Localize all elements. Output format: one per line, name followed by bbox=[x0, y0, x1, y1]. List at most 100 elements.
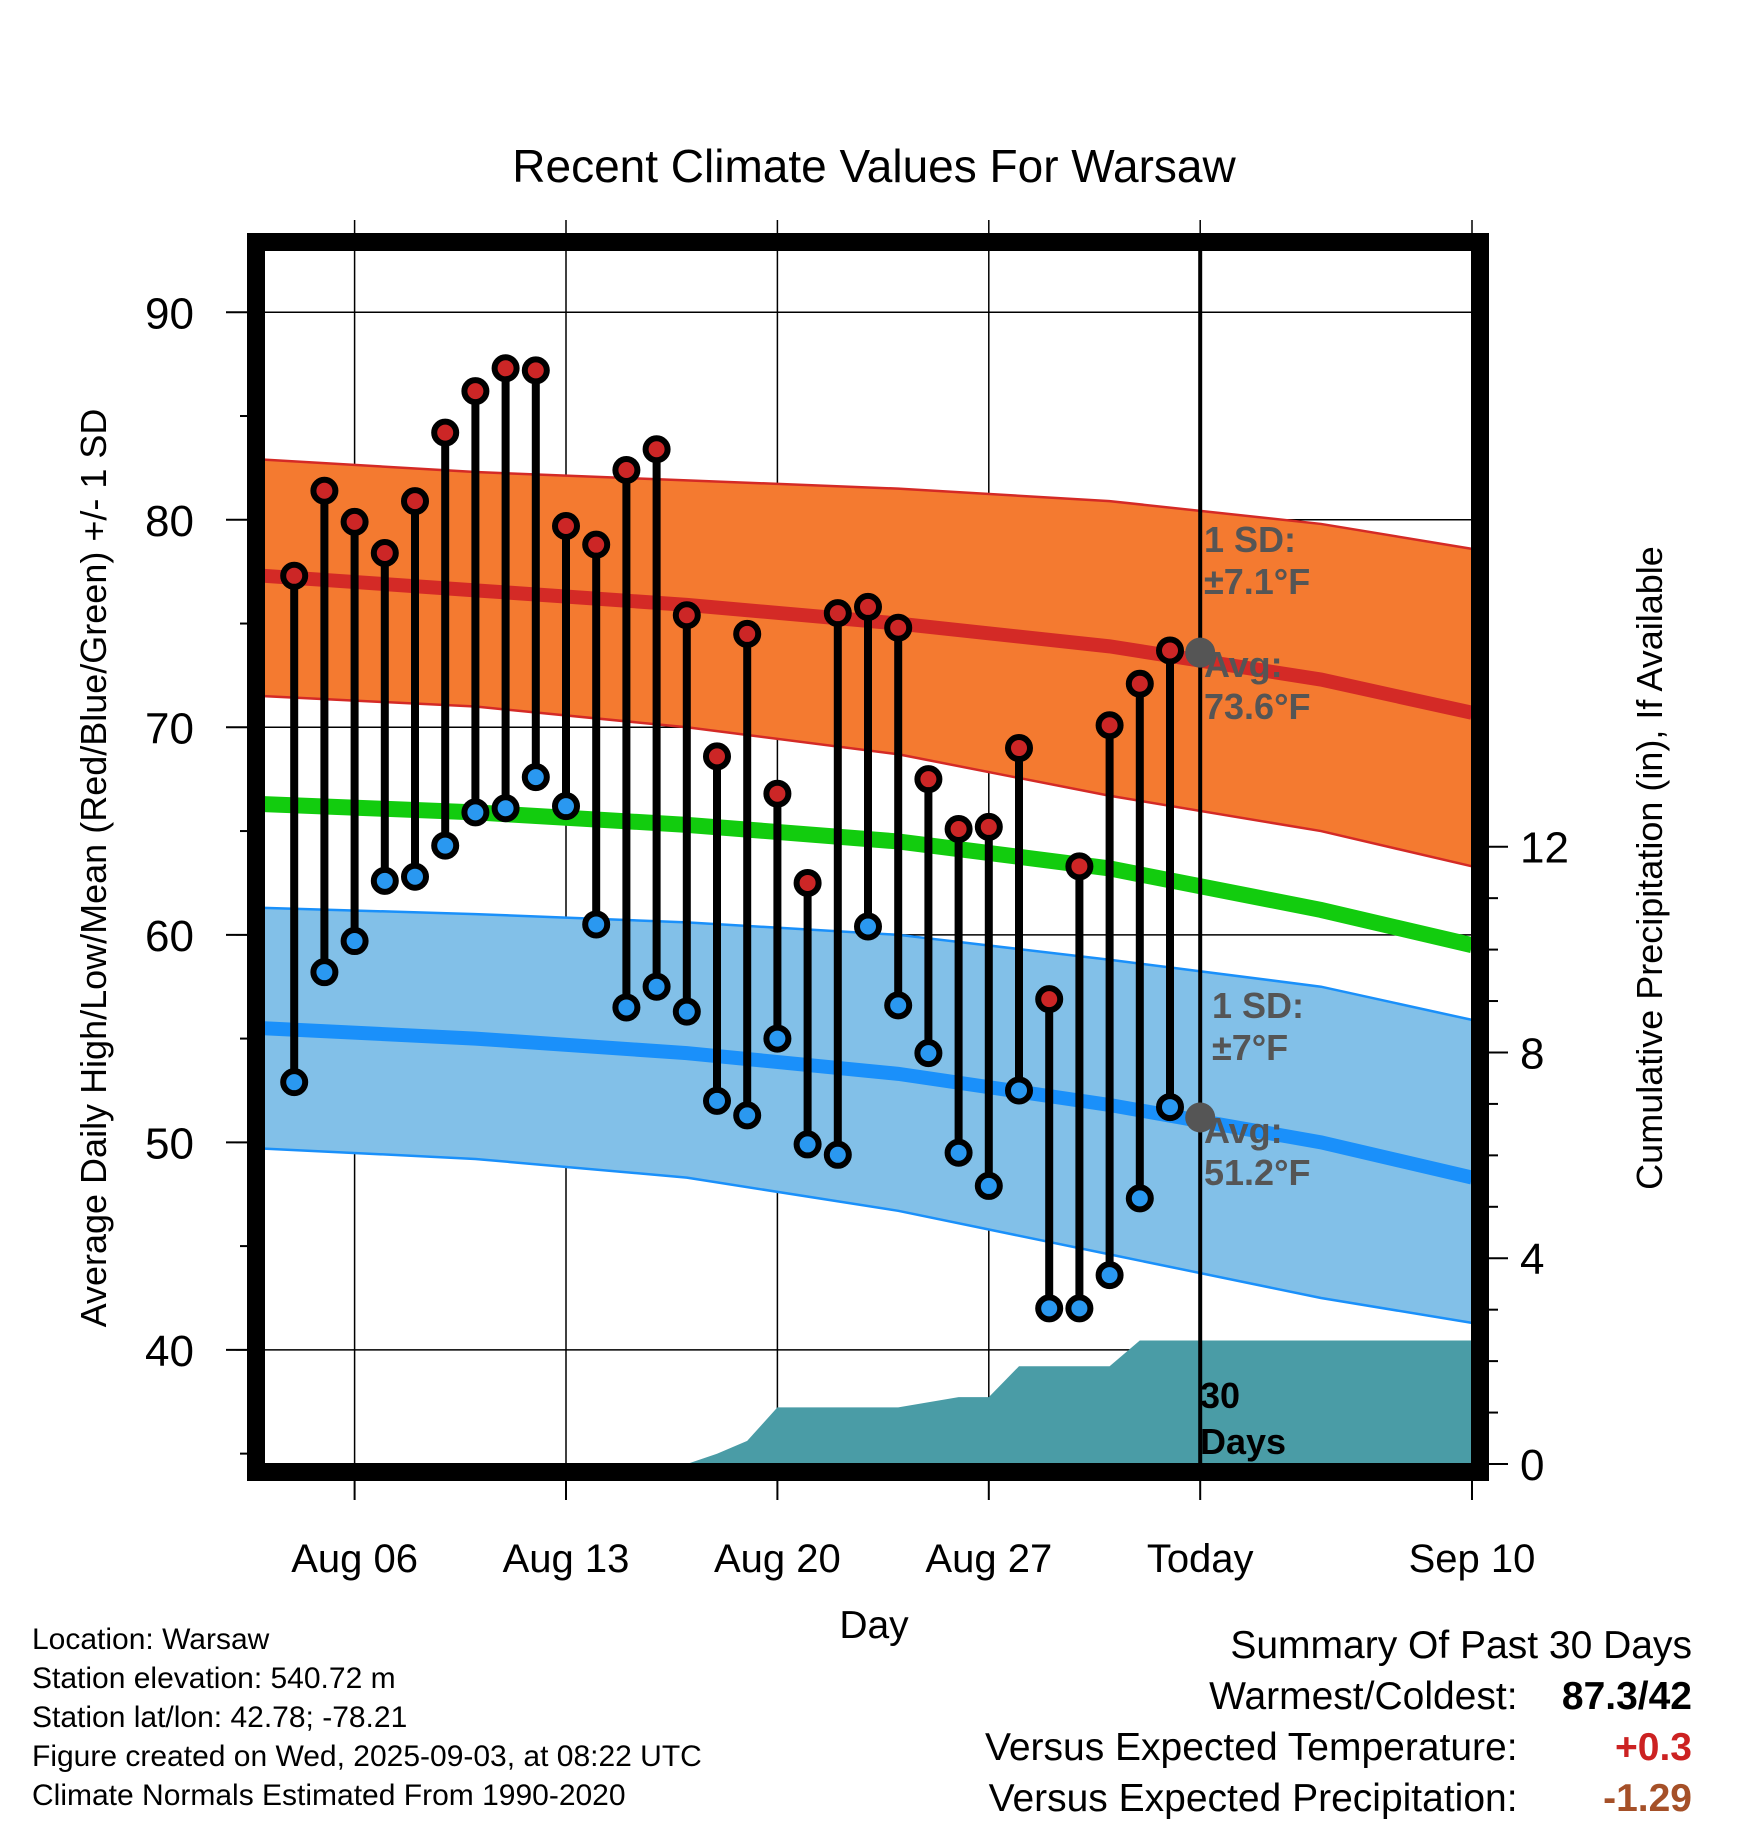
observed-high-point bbox=[974, 812, 1003, 841]
warmest-value: 87.3/42 bbox=[1561, 1675, 1692, 1718]
x-tick-label: Aug 13 bbox=[503, 1537, 630, 1581]
x-tick-label: Sep 10 bbox=[1409, 1537, 1536, 1581]
observed-low-point bbox=[1065, 1294, 1094, 1323]
y-tick-label: 70 bbox=[145, 704, 194, 753]
observed-low-point bbox=[310, 958, 339, 987]
observed-high-point bbox=[521, 356, 550, 385]
observed-low-point bbox=[672, 997, 701, 1026]
latlon-text: Station lat/lon: 42.78; -78.21 bbox=[32, 1701, 408, 1734]
observed-low-point bbox=[642, 972, 671, 1001]
temp-delta-label: Versus Expected Temperature: bbox=[984, 1726, 1518, 1769]
observed-high-point bbox=[944, 814, 973, 843]
location-text: Location: Warsaw bbox=[32, 1623, 270, 1656]
observed-low-point bbox=[884, 991, 913, 1020]
high-sd-annotation: 1 SD: ±7.1°F bbox=[1204, 519, 1310, 602]
observed-low-point bbox=[340, 927, 369, 956]
observed-low-point bbox=[1035, 1294, 1064, 1323]
observed-high-point bbox=[310, 476, 339, 505]
summary-title: Summary Of Past 30 Days bbox=[1230, 1624, 1692, 1667]
observed-low-point bbox=[733, 1101, 762, 1130]
x-axis-label: Day bbox=[839, 1604, 909, 1647]
observed-high-point bbox=[823, 599, 852, 628]
y-axis-label: Average Daily High/Low/Mean (Red/Blue/Gr… bbox=[73, 409, 114, 1328]
observed-high-point bbox=[612, 455, 641, 484]
observed-low-point bbox=[703, 1086, 731, 1115]
observed-high-point bbox=[401, 487, 429, 516]
observed-low-point bbox=[401, 862, 429, 891]
observed-low-point bbox=[974, 1171, 1003, 1200]
observed-low-point bbox=[1125, 1184, 1154, 1213]
y-tick-label: 90 bbox=[145, 289, 194, 338]
precip-delta-row: Versus Expected Precipitation: -1.29 bbox=[985, 1773, 1692, 1824]
y2-tick-label: 12 bbox=[1520, 824, 1569, 873]
low-avg-line bbox=[263, 1021, 1474, 1185]
plot-frame bbox=[247, 233, 1489, 1481]
x-tick-label: Aug 27 bbox=[925, 1537, 1052, 1581]
observed-low-point bbox=[1095, 1261, 1124, 1290]
observed-high-point bbox=[1156, 636, 1184, 665]
observed-low-point bbox=[612, 993, 641, 1022]
observed-high-point bbox=[793, 868, 822, 897]
elevation-text: Station elevation: 540.72 m bbox=[32, 1662, 396, 1695]
observed-low-point bbox=[1156, 1093, 1184, 1122]
observed-high-point bbox=[491, 354, 520, 383]
observed-low-point bbox=[280, 1068, 309, 1097]
normals-text: Climate Normals Estimated From 1990-2020 bbox=[32, 1779, 626, 1812]
precip-days-annotation: 30 Days bbox=[1200, 1375, 1286, 1462]
observed-low-point bbox=[763, 1024, 792, 1053]
observed-high-point bbox=[1125, 669, 1154, 698]
observed-low-point bbox=[914, 1039, 943, 1068]
created-text: Figure created on Wed, 2025-09-03, at 08… bbox=[32, 1740, 702, 1773]
low-sd-lower-line bbox=[263, 1147, 1473, 1325]
x-tick-label: Aug 20 bbox=[714, 1537, 841, 1581]
observed-high-point bbox=[1035, 985, 1064, 1014]
observed-high-point bbox=[763, 779, 792, 808]
observed-high-point bbox=[280, 561, 309, 590]
observed-low-point bbox=[431, 831, 460, 860]
observed-high-point bbox=[1005, 734, 1033, 763]
observed-low-point bbox=[944, 1138, 973, 1167]
observed-low-point bbox=[521, 763, 550, 792]
observed-low-point bbox=[461, 798, 490, 827]
warmest-label: Warmest/Coldest: bbox=[1209, 1675, 1518, 1718]
observed-low-point bbox=[823, 1140, 852, 1169]
observed-low-point bbox=[491, 794, 520, 823]
low-sd-annotation: 1 SD: ±7°F bbox=[1212, 985, 1304, 1068]
observed-high-point bbox=[461, 377, 490, 406]
y2-tick-label: 0 bbox=[1520, 1441, 1544, 1490]
chart-title: Recent Climate Values For Warsaw bbox=[512, 140, 1236, 192]
y-tick-label: 50 bbox=[145, 1119, 194, 1168]
precip-delta-value: -1.29 bbox=[1603, 1777, 1692, 1820]
observed-low-point bbox=[370, 866, 399, 895]
observed-high-point bbox=[672, 601, 701, 630]
precip-area bbox=[626, 1340, 1472, 1464]
observed-high-point bbox=[914, 765, 943, 794]
observed-low-point bbox=[552, 792, 580, 821]
observed-high-point bbox=[552, 512, 580, 541]
summary-panel: Summary Of Past 30 Days Warmest/Coldest:… bbox=[985, 1620, 1692, 1824]
observed-low-point bbox=[793, 1130, 822, 1159]
observed-high-point bbox=[370, 538, 399, 567]
observed-low-point bbox=[582, 910, 611, 939]
station-info: Location: Warsaw Station elevation: 540.… bbox=[32, 1620, 702, 1815]
observed-high-point bbox=[854, 592, 882, 621]
observed-high-point bbox=[582, 530, 611, 559]
high-avg-annotation: Avg: 73.6°F bbox=[1204, 644, 1310, 727]
precip-delta-label: Versus Expected Precipitation: bbox=[988, 1777, 1518, 1820]
y2-axis-label: Cumulative Precipitation (in), If Availa… bbox=[1629, 546, 1670, 1190]
observed-high-point bbox=[642, 435, 671, 464]
temp-delta-row: Versus Expected Temperature: +0.3 bbox=[985, 1722, 1692, 1773]
x-tick-label: Today bbox=[1147, 1537, 1254, 1581]
observed-high-point bbox=[340, 507, 369, 536]
y2-tick-label: 4 bbox=[1520, 1235, 1544, 1284]
observed-high-point bbox=[884, 613, 913, 642]
y2-tick-label: 8 bbox=[1520, 1029, 1544, 1078]
observed-high-point bbox=[733, 619, 762, 648]
low-avg-annotation: Avg: 51.2°F bbox=[1204, 1110, 1310, 1193]
observed-low-point bbox=[1005, 1076, 1033, 1105]
observed-high-point bbox=[431, 418, 460, 447]
low-sd-band bbox=[264, 907, 1472, 1323]
temp-delta-value: +0.3 bbox=[1615, 1726, 1692, 1769]
today-low-avg-marker bbox=[1185, 1102, 1216, 1133]
today-high-avg-marker bbox=[1185, 637, 1216, 668]
